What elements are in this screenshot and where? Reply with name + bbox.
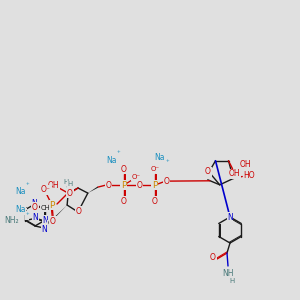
Text: O: O (152, 196, 158, 206)
Polygon shape (44, 205, 67, 229)
Text: Na: Na (106, 156, 117, 165)
Text: O: O (210, 254, 216, 262)
Text: O: O (76, 206, 82, 215)
Text: Na: Na (15, 206, 25, 214)
Text: H: H (68, 181, 73, 187)
Text: N: N (33, 213, 38, 222)
Text: N: N (227, 212, 233, 221)
Text: O: O (121, 196, 127, 206)
Text: P: P (152, 181, 158, 190)
Text: O⁻: O⁻ (150, 166, 159, 172)
Text: O⁻: O⁻ (131, 174, 140, 180)
Text: O: O (164, 177, 170, 186)
Text: O⁻: O⁻ (41, 185, 51, 194)
Text: O: O (121, 165, 127, 174)
Text: H: H (64, 179, 69, 185)
Text: OH: OH (229, 169, 240, 178)
Text: NH₂: NH₂ (4, 216, 19, 225)
Text: O: O (50, 217, 56, 226)
Text: N: N (31, 200, 37, 208)
Text: H: H (230, 278, 235, 284)
Text: NH: NH (222, 269, 234, 278)
Text: ⁺: ⁺ (25, 183, 29, 189)
Text: ⁺: ⁺ (25, 213, 29, 219)
Text: CH: CH (47, 220, 57, 226)
Polygon shape (88, 187, 98, 193)
Text: N: N (41, 224, 47, 233)
Text: N: N (43, 216, 48, 225)
Text: O: O (205, 167, 211, 176)
Text: HO: HO (243, 171, 255, 180)
Text: O: O (137, 181, 143, 190)
Text: O: O (32, 202, 38, 211)
Text: O: O (67, 188, 73, 197)
Text: OH: OH (239, 160, 251, 169)
Text: OH: OH (47, 181, 59, 190)
Text: P: P (121, 181, 127, 190)
Text: Na: Na (15, 188, 25, 196)
Text: Na: Na (154, 153, 165, 162)
Text: P: P (49, 200, 55, 209)
Text: C: C (22, 207, 27, 212)
Text: O: O (106, 181, 112, 190)
Text: ⁺: ⁺ (166, 160, 170, 166)
Text: CH: CH (41, 206, 50, 212)
Text: ⁺: ⁺ (117, 151, 121, 157)
